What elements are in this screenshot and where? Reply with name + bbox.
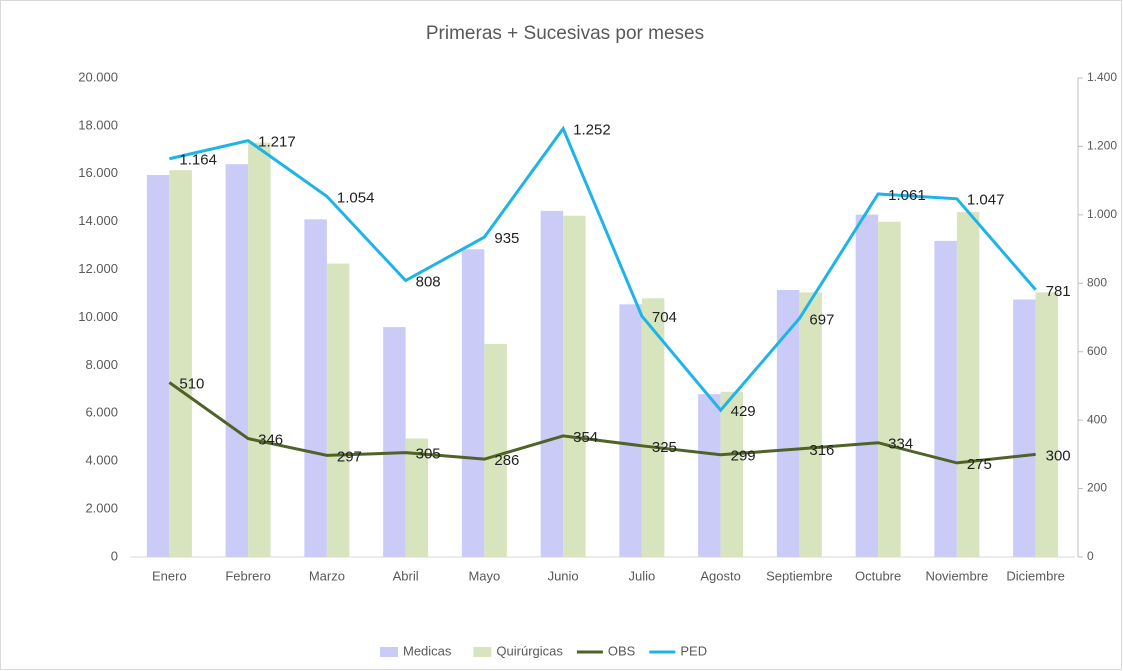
line-series [169,125,1037,413]
x-tick-label: Julio [629,568,656,583]
data-label: 1.217 [258,134,296,151]
data-label: 1.061 [888,187,926,204]
y2-tick-label: 1.400 [1087,70,1117,84]
data-label: 1.054 [337,189,375,206]
bar [405,438,429,557]
bar [720,391,744,557]
x-tick-label: Agosto [700,568,740,583]
y-tick-label: 8.000 [85,357,118,372]
bar [225,164,249,557]
data-label: 275 [967,456,992,473]
legend-swatch [380,647,398,657]
y2-tick-label: 600 [1087,344,1107,358]
data-label: 1.047 [967,192,1005,209]
x-tick-label: Abril [393,568,419,583]
legend-label: Quirúrgicas [496,643,563,658]
x-tick-label: Septiembre [766,568,832,583]
x-tick-label: Diciembre [1006,568,1065,583]
chart-title: Primeras + Sucesivas por meses [426,23,704,44]
data-label: 346 [258,432,283,449]
data-label: 808 [416,274,441,291]
bar [326,263,350,557]
bar [799,292,822,557]
bar [855,214,879,557]
y2-tick-label: 1.000 [1087,207,1117,221]
data-label: 935 [494,230,519,247]
bar [169,170,192,557]
data-label: 354 [573,429,598,446]
bar [304,219,327,557]
data-label: 781 [1046,283,1071,300]
data-label: 305 [416,446,441,463]
data-label: 297 [337,448,362,465]
y-tick-label: 12.000 [78,261,118,276]
bar [956,212,980,557]
bar [540,210,564,558]
data-label: 697 [809,311,834,328]
y-tick-label: 18.000 [78,117,118,132]
bar [619,304,642,557]
bar [698,394,721,557]
bar [1013,299,1036,557]
bar [1035,292,1059,557]
x-tick-label: Marzo [309,568,345,583]
line-series [168,381,1036,465]
bar [776,289,800,557]
data-label: 300 [1046,447,1071,464]
x-tick-label: Mayo [468,568,500,583]
x-tick-label: Octubre [855,568,901,583]
bar [146,174,170,557]
y-tick-label: 0 [111,548,118,563]
bar [461,249,485,557]
bar [563,215,586,557]
data-label: 704 [652,309,677,326]
y-tick-label: 6.000 [85,405,118,420]
x-tick-label: Enero [152,568,187,583]
bar [934,240,957,558]
data-label: 299 [731,448,756,465]
data-label: 325 [652,439,677,456]
data-label: 334 [888,436,913,453]
legend-label: Medicas [403,643,452,658]
y-tick-label: 10.000 [78,309,118,324]
data-label: 1.252 [573,122,611,139]
x-tick-label: Junio [548,568,579,583]
x-tick-label: Noviembre [925,568,988,583]
x-tick-label: Febrero [225,568,271,583]
legend-swatch [473,647,492,657]
bar [248,142,271,558]
data-label: 316 [809,442,834,459]
bar [484,343,507,557]
data-label: 286 [494,452,519,469]
y-tick-label: 4.000 [85,453,118,468]
y-tick-label: 14.000 [78,213,118,228]
bar [878,221,901,557]
y-tick-label: 2.000 [85,501,118,516]
y2-tick-label: 0 [1087,549,1094,563]
data-label: 510 [179,375,204,392]
y2-tick-label: 400 [1087,412,1107,426]
legend-label: OBS [608,643,636,658]
bar [641,298,665,557]
bar [383,327,406,557]
y2-tick-label: 800 [1087,275,1107,289]
data-label: 1.164 [179,152,217,169]
data-label: 429 [731,403,756,420]
y2-tick-label: 1.200 [1087,139,1117,153]
y-tick-label: 16.000 [78,165,118,180]
y-tick-label: 20.000 [78,69,118,84]
y2-tick-label: 200 [1087,481,1107,495]
legend-label: PED [680,643,707,658]
